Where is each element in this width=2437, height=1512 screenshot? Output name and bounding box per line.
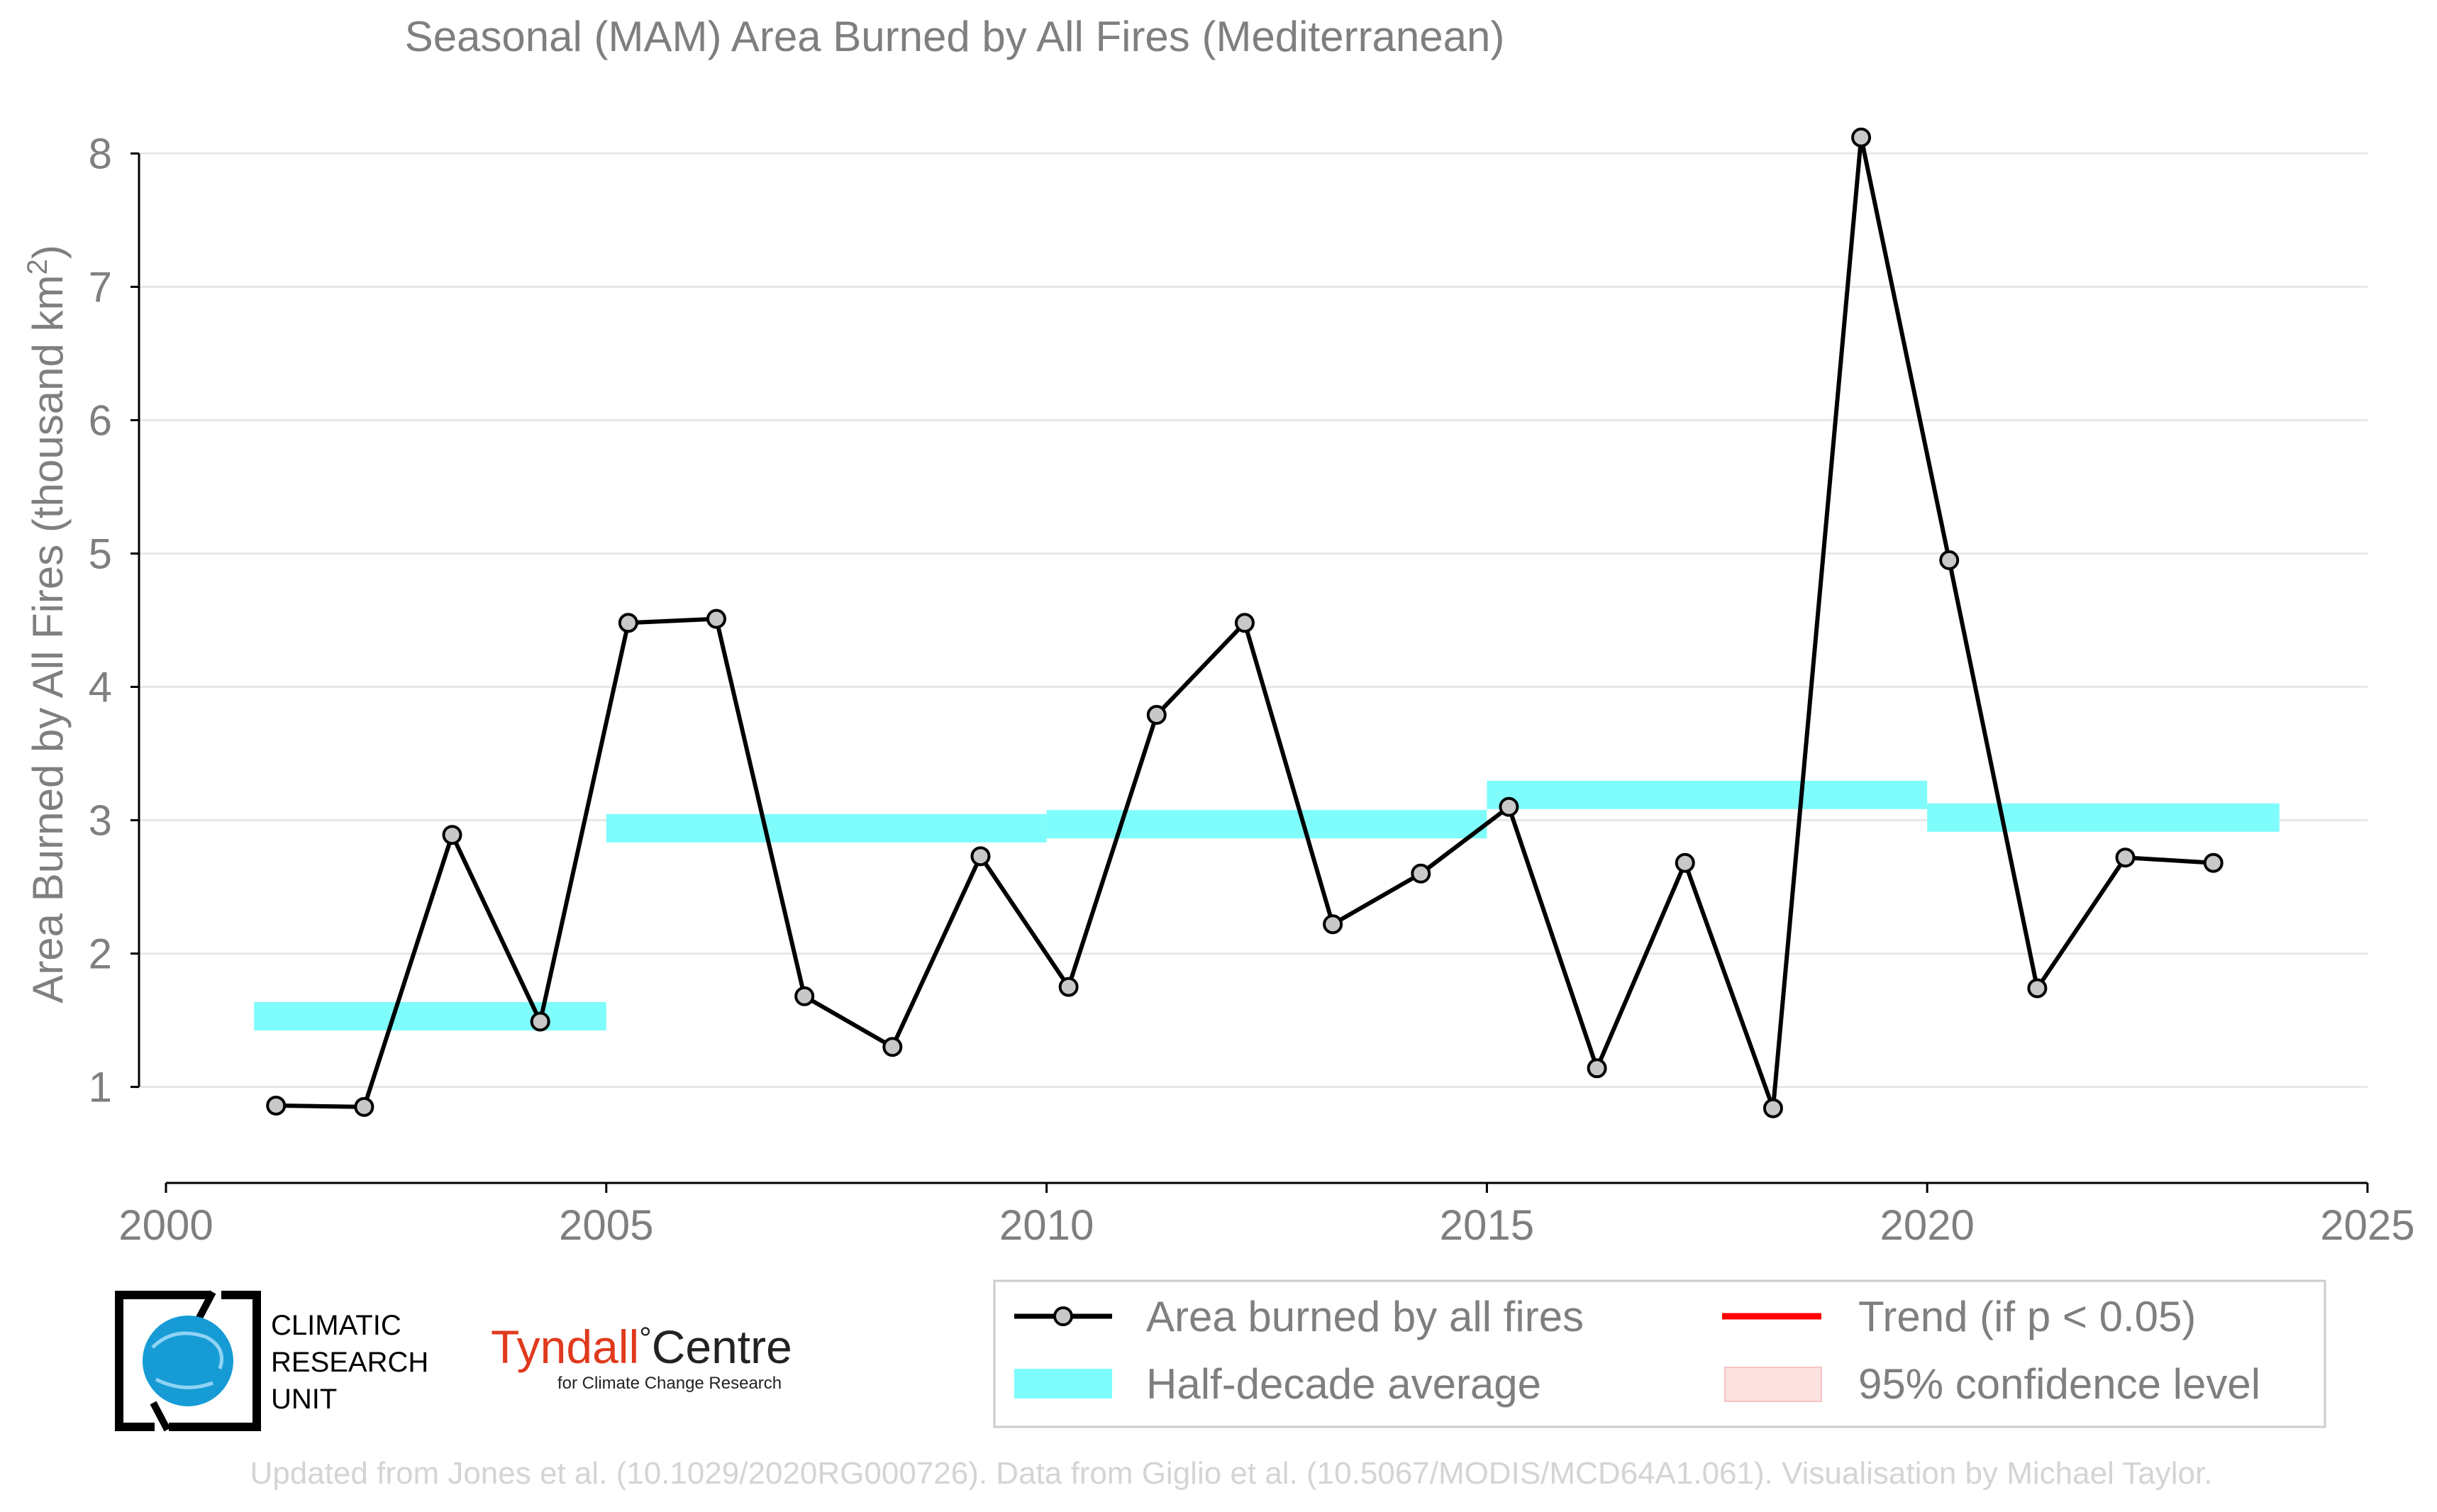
data-point: [1851, 127, 1872, 148]
half-decade-band: [606, 813, 1047, 843]
cru-globe-icon: [143, 1316, 233, 1406]
x-axis: 2000 2005 2010 2015 2020 2025: [118, 1182, 2415, 1249]
data-point: [442, 825, 462, 845]
x-tick-label: 2010: [999, 1201, 1094, 1249]
y-tick-label: 7: [89, 263, 112, 311]
chart-title: Seasonal (MAM) Area Burned by All Fires …: [405, 13, 1505, 60]
data-point: [530, 1011, 550, 1032]
data-point: [354, 1096, 374, 1117]
x-tick-label: 2000: [118, 1201, 213, 1249]
data-point: [1411, 863, 1431, 884]
half-decade-band: [1927, 803, 2280, 832]
y-axis: 1 2 3 4 5 6 7 8: [89, 130, 140, 1111]
data-point: [1675, 852, 1695, 873]
data-point: [1939, 550, 1960, 570]
legend-label-half-decade: Half-decade average: [1146, 1360, 1541, 1408]
area-burned-series: [266, 127, 2224, 1118]
data-point: [882, 1037, 903, 1057]
legend-label-confidence: 95% confidence level: [1858, 1360, 2260, 1408]
cru-logo-line-1: CLIMATIC: [271, 1310, 401, 1341]
y-tick-label: 5: [89, 530, 112, 577]
y-tick-label: 1: [89, 1064, 112, 1111]
data-point: [2115, 847, 2136, 868]
legend: Area burned by all fires Trend (if p < 0…: [993, 1279, 2326, 1428]
tyndall-logo-degree: °: [639, 1321, 652, 1356]
cru-globe-swirl: [151, 1331, 223, 1389]
data-point: [1762, 1098, 1783, 1118]
data-point: [1587, 1058, 1607, 1079]
half-decade-band: [1046, 810, 1487, 839]
data-point: [1499, 796, 1519, 817]
tyndall-logo-title: Tyndall°Centre: [491, 1321, 792, 1373]
cru-logo-frame-right: [169, 1291, 261, 1431]
data-point: [794, 986, 815, 1006]
cru-logo-slash-bottom: [150, 1401, 171, 1432]
legend-band-icon: [1014, 1369, 1112, 1399]
y-axis-label-main: Area Burned by All Fires (thousand km: [24, 275, 72, 1004]
legend-box: [993, 1279, 2326, 1428]
tyndall-logo: Tyndall°Centre for Climate Change Resear…: [491, 1321, 792, 1393]
x-tick-label: 2005: [559, 1201, 653, 1249]
y-axis-label: Area Burned by All Fires (thousand km2): [22, 245, 72, 1003]
data-point: [2203, 852, 2224, 873]
half-decade-band: [254, 1001, 606, 1030]
x-tick-label: 2020: [1880, 1201, 1974, 1249]
data-point: [1146, 705, 1167, 726]
y-axis-label-close: ): [24, 245, 72, 259]
data-point: [618, 613, 638, 633]
data-point: [1323, 914, 1343, 935]
tyndall-logo-centre: Centre: [652, 1321, 792, 1373]
footer-attribution: Updated from Jones et al. (10.1029/2020R…: [250, 1456, 2213, 1491]
data-point: [1058, 977, 1079, 997]
y-tick-label: 3: [89, 797, 112, 845]
y-tick-label: 8: [89, 130, 112, 177]
data-point: [1234, 613, 1255, 633]
cru-logo-frame-left: [115, 1291, 211, 1431]
legend-label-area-burned: Area burned by all fires: [1146, 1293, 1584, 1340]
y-tick-label: 2: [89, 930, 112, 978]
y-tick-label: 6: [89, 396, 112, 444]
tyndall-logo-subtitle: for Climate Change Research: [557, 1374, 782, 1393]
legend-confidence-icon: [1724, 1367, 1822, 1402]
x-tick-label: 2025: [2320, 1201, 2414, 1249]
y-tick-label: 4: [89, 664, 112, 711]
cru-logo-line-3: UNIT: [271, 1384, 337, 1415]
data-point: [266, 1095, 287, 1116]
cru-logo: CLIMATIC RESEARCH UNIT: [115, 1290, 428, 1432]
half-decade-band: [1487, 780, 1928, 809]
data-point: [2027, 978, 2048, 999]
data-point: [970, 846, 991, 867]
tyndall-logo-name: Tyndall: [491, 1321, 639, 1373]
legend-marker-icon: [1053, 1306, 1073, 1326]
x-tick-label: 2015: [1440, 1201, 1534, 1249]
legend-label-trend: Trend (if p < 0.05): [1858, 1293, 2196, 1340]
cru-logo-slash-top: [195, 1290, 216, 1321]
half-decade-average-bands: [254, 780, 2280, 1030]
cru-logo-line-2: RESEARCH: [271, 1347, 428, 1378]
y-axis-label-superscript: 2: [22, 259, 53, 274]
data-point: [706, 608, 726, 629]
